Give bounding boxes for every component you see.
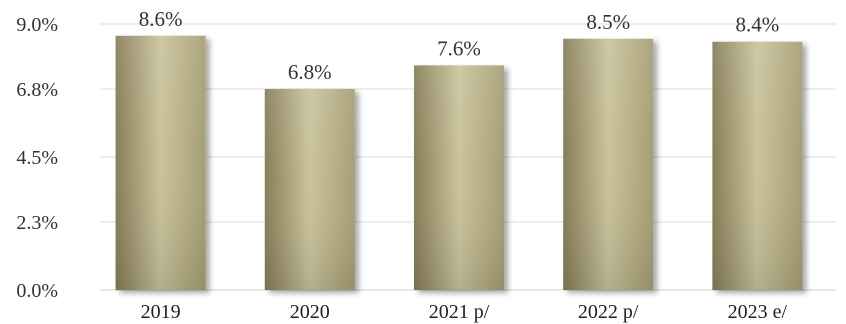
- data-label: 8.5%: [586, 10, 630, 34]
- x-tick-label: 2021 p/: [429, 301, 490, 323]
- data-label: 8.4%: [736, 13, 780, 37]
- bar-group: [264, 89, 355, 291]
- data-label: 8.6%: [139, 7, 183, 31]
- bar-sheen: [563, 38, 654, 291]
- y-tick-label: 0.0%: [16, 280, 58, 302]
- x-tick-label: 2022 p/: [578, 301, 639, 323]
- bar-group: [115, 35, 206, 291]
- bar-group: [712, 41, 803, 290]
- bar-group: [414, 65, 504, 290]
- y-tick-label: 9.0%: [16, 14, 58, 36]
- bar-group: [563, 38, 654, 291]
- data-label: 6.8%: [288, 60, 332, 84]
- x-tick-label: 2020: [290, 301, 330, 323]
- x-tick-label: 2023 e/: [728, 301, 788, 323]
- bar-sheen: [115, 35, 206, 291]
- bar-sheen: [414, 65, 504, 290]
- y-tick-label: 2.3%: [16, 212, 58, 234]
- y-tick-label: 6.8%: [16, 79, 58, 101]
- x-axis-tick-labels: 2019 2020 2021 p/2022 p/2023 e/: [141, 301, 788, 323]
- x-tick-label: 2019: [141, 301, 181, 323]
- bar-sheen: [264, 89, 355, 291]
- y-axis-tick-labels: 0.0% 2.3% 4.5% 6.8% 9.0%: [16, 14, 58, 302]
- bar-sheen: [712, 41, 803, 290]
- y-tick-label: 4.5%: [16, 147, 58, 169]
- data-labels: 8.6% 6.8% 7.6% 8.5% 8.4%: [139, 7, 780, 84]
- bars: [115, 35, 803, 291]
- data-label: 7.6%: [437, 36, 481, 60]
